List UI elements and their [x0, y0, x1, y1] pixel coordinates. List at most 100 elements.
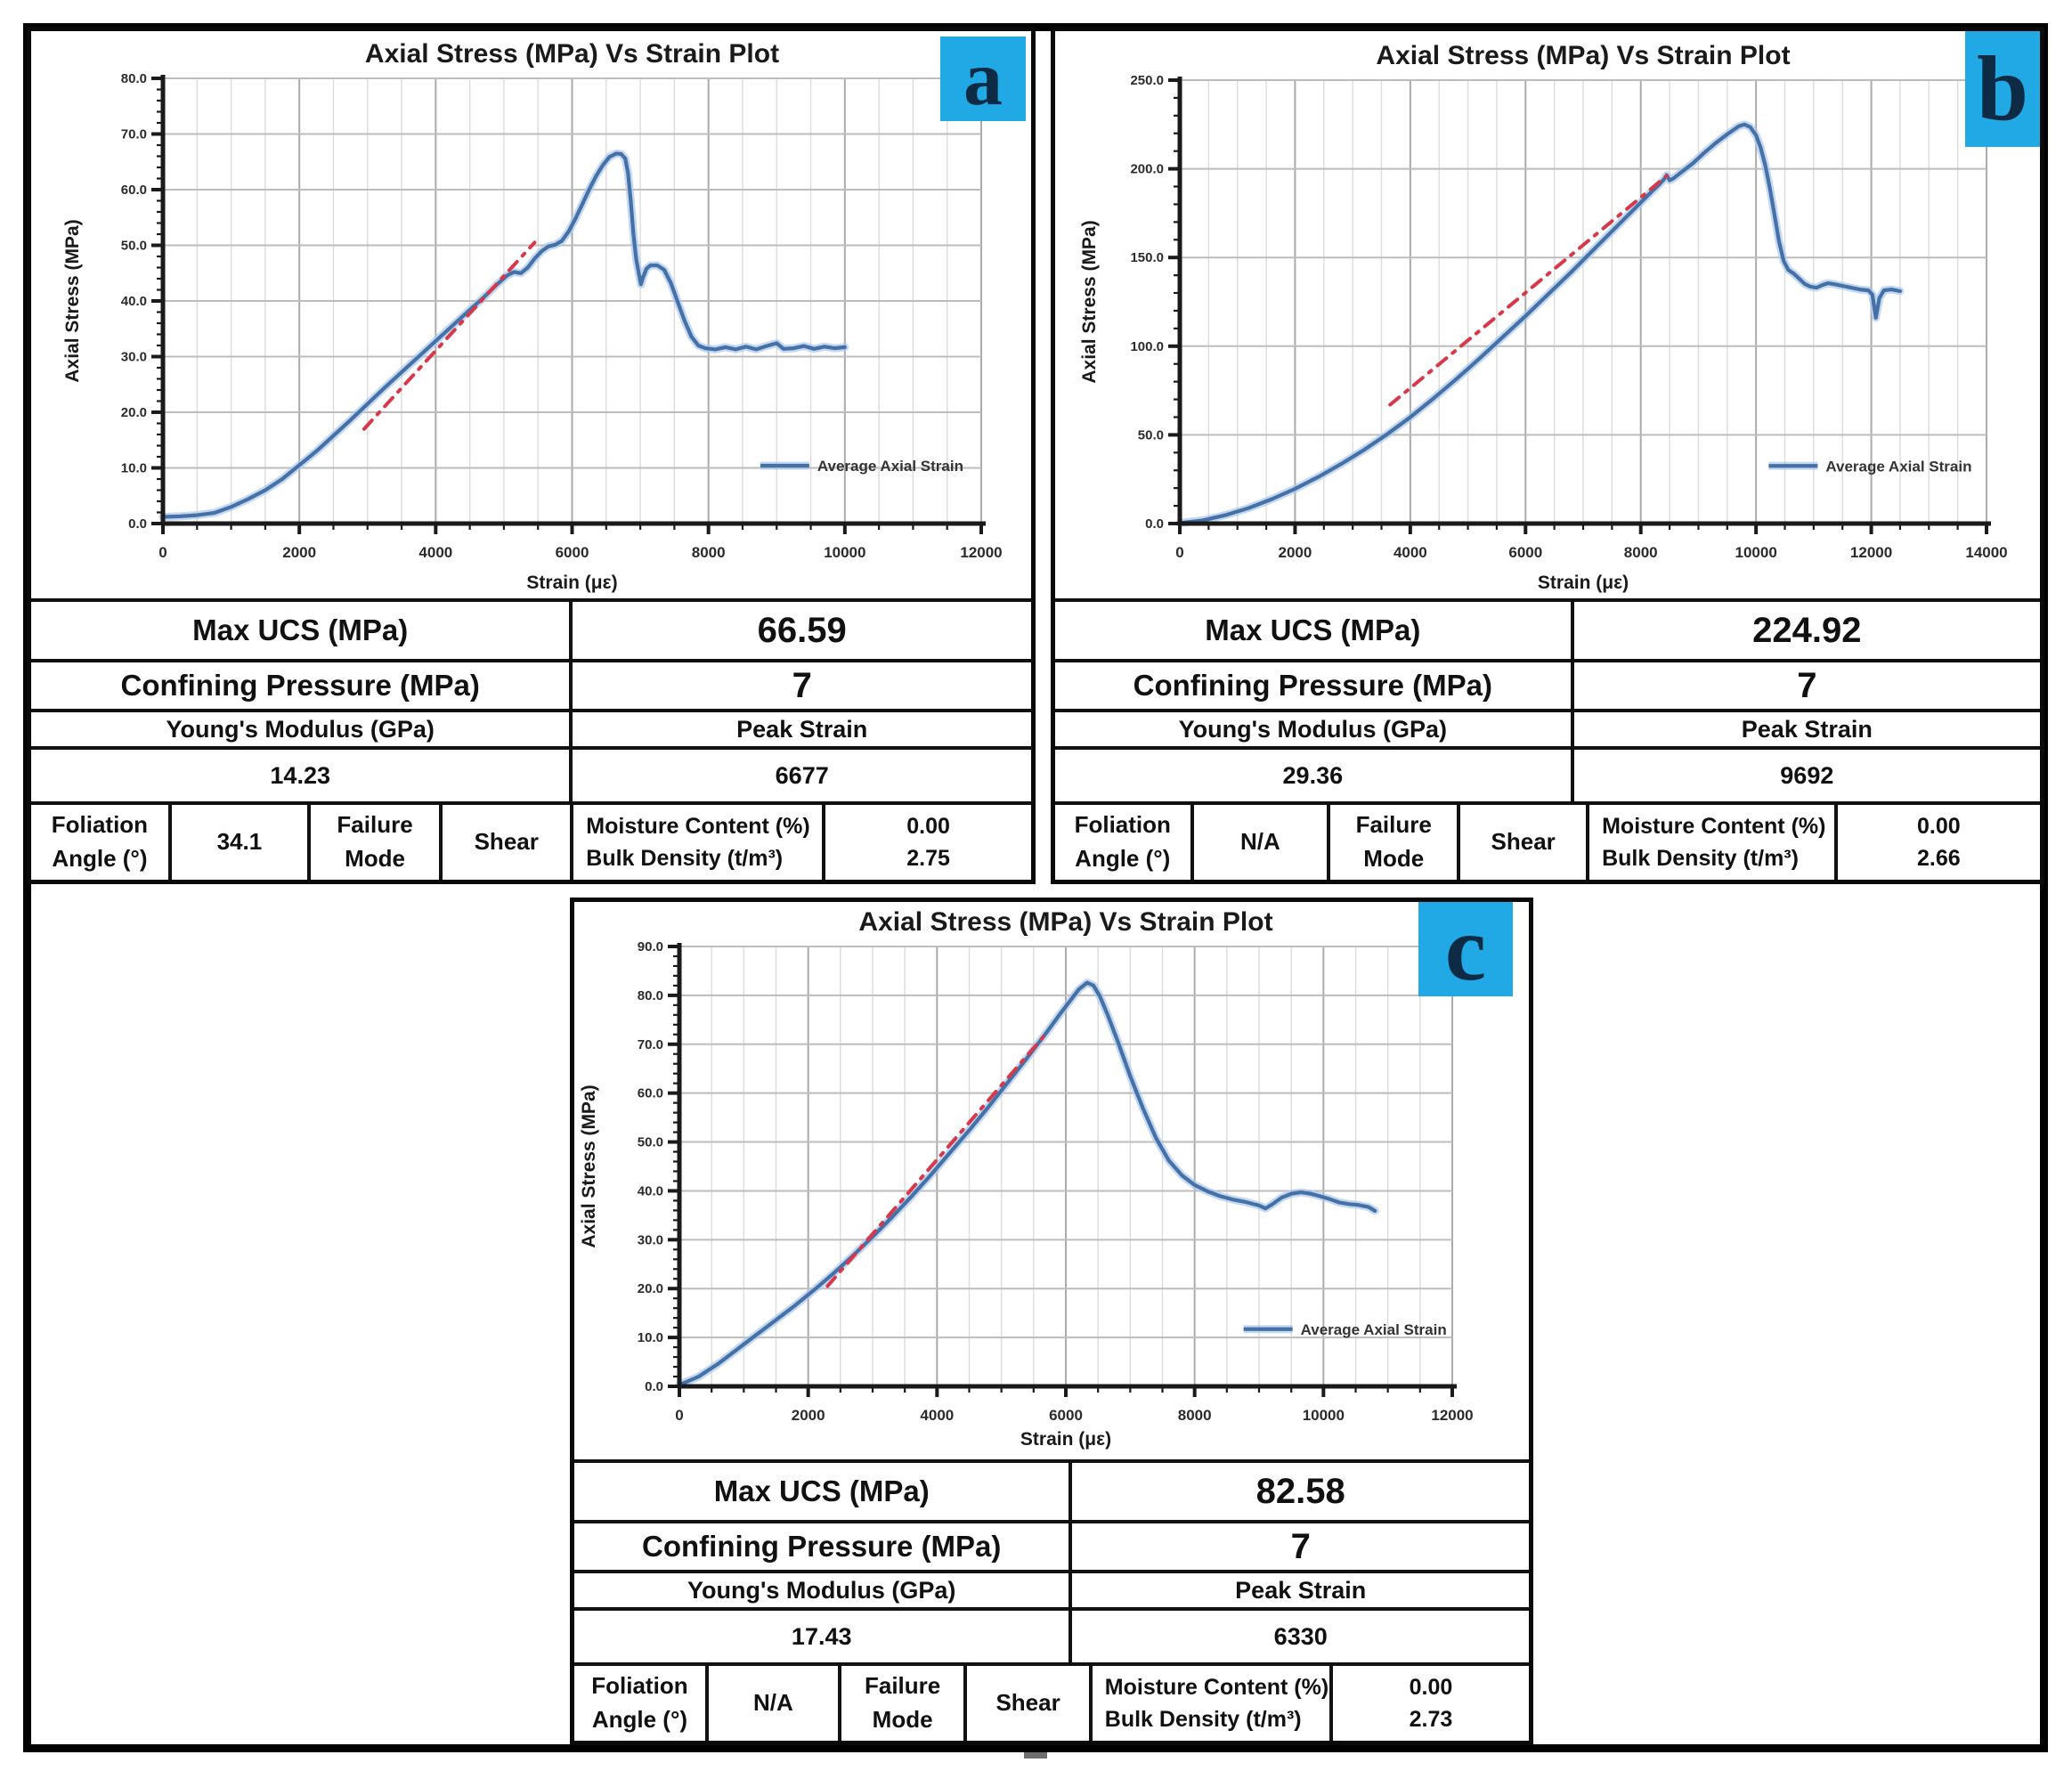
failure-mode-value: Shear	[439, 805, 570, 880]
svg-text:70.0: 70.0	[121, 127, 147, 142]
panel-c-label-box: c	[1418, 902, 1513, 996]
svg-text:70.0: 70.0	[638, 1037, 663, 1052]
svg-text:10.0: 10.0	[121, 461, 147, 476]
svg-text:60.0: 60.0	[638, 1086, 663, 1101]
foliation-angle-value: 34.1	[167, 805, 307, 880]
youngs-modulus-label: Young's Modulus (GPa)	[1055, 709, 1574, 750]
max-ucs-label: Max UCS (MPa)	[31, 602, 573, 662]
svg-text:Average Axial Strain: Average Axial Strain	[817, 458, 963, 475]
svg-text:2000: 2000	[282, 544, 316, 561]
svg-text:2000: 2000	[1279, 544, 1312, 561]
failure-mode-label: Failure Mode	[1327, 805, 1457, 880]
max-ucs-value: 82.58	[1069, 1463, 1529, 1523]
page-artifact-mark	[1024, 1752, 1047, 1759]
svg-text:0.0: 0.0	[645, 1379, 663, 1394]
failure-mode-label: Failure Mode	[837, 1666, 964, 1741]
results-table-a: Max UCS (MPa) 66.59 Confining Pressure (…	[31, 598, 1031, 880]
svg-text:80.0: 80.0	[121, 71, 147, 86]
svg-text:12000: 12000	[1850, 544, 1892, 561]
svg-text:50.0: 50.0	[1138, 427, 1164, 443]
svg-text:40.0: 40.0	[121, 294, 147, 309]
peak-strain-value: 6677	[569, 746, 1031, 805]
svg-text:30.0: 30.0	[638, 1232, 663, 1247]
svg-text:Strain (με): Strain (με)	[1538, 573, 1629, 593]
panel-a: 0.0 10.0 20.0 30.0 40.0 50.0 60.0 70.0 80.0 0 2000…	[27, 27, 1036, 884]
max-ucs-label: Max UCS (MPa)	[1055, 602, 1574, 662]
panel-b-letter: b	[1977, 37, 2028, 140]
results-table-c: Max UCS (MPa) 82.58 Confining Pressure (…	[574, 1459, 1529, 1741]
svg-text:0.0: 0.0	[128, 516, 147, 532]
svg-text:2000: 2000	[792, 1407, 825, 1424]
moisture-content-label: Moisture Content (%)	[586, 813, 810, 839]
svg-text:8000: 8000	[692, 544, 726, 561]
svg-text:Axial Stress (MPa) Vs Strain P: Axial Stress (MPa) Vs Strain Plot	[858, 907, 1272, 937]
svg-text:0.0: 0.0	[1145, 516, 1164, 532]
figure-border	[23, 23, 2048, 1752]
bulk-density-value: 2.66	[1917, 846, 1961, 871]
foliation-angle-label: Foliation Angle (°)	[591, 1672, 688, 1733]
failure-mode-label: Failure Mode	[306, 805, 439, 880]
failure-mode-value: Shear	[963, 1666, 1088, 1741]
failure-mode-value: Shear	[1457, 805, 1586, 880]
bulk-density-label: Bulk Density (t/m³)	[1602, 846, 1799, 871]
confining-pressure-value: 7	[1069, 1520, 1529, 1573]
svg-text:0: 0	[1175, 544, 1183, 561]
foliation-angle-label: Foliation Angle (°)	[1074, 811, 1171, 872]
svg-text:60.0: 60.0	[121, 183, 147, 198]
svg-text:12000: 12000	[1431, 1407, 1473, 1424]
svg-text:Axial Stress (MPa) Vs Strain P: Axial Stress (MPa) Vs Strain Plot	[1376, 41, 1790, 70]
svg-text:200.0: 200.0	[1130, 162, 1164, 177]
max-ucs-value: 66.59	[569, 602, 1031, 662]
stress-strain-chart-c: 0.0 10.0 20.0 30.0 40.0 50.0 60.0 70.0 80.0 90.0 0…	[574, 902, 1529, 1460]
svg-text:20.0: 20.0	[121, 405, 147, 420]
max-ucs-value: 224.92	[1570, 602, 2040, 662]
svg-text:10000: 10000	[824, 544, 865, 561]
chart-b-zone: 0.0 50.0 100.0 150.0 200.0 250.0 0 2000 4000 6000…	[1055, 31, 2040, 605]
svg-text:4000: 4000	[920, 1407, 954, 1424]
svg-text:20.0: 20.0	[638, 1281, 663, 1296]
confining-pressure-label: Confining Pressure (MPa)	[574, 1520, 1073, 1573]
peak-strain-label: Peak Strain	[1069, 1570, 1529, 1611]
panel-a-letter: a	[963, 35, 1003, 122]
max-ucs-label: Max UCS (MPa)	[574, 1463, 1073, 1523]
svg-text:40.0: 40.0	[638, 1183, 663, 1198]
svg-text:150.0: 150.0	[1130, 250, 1164, 265]
youngs-modulus-label: Young's Modulus (GPa)	[574, 1570, 1073, 1611]
svg-text:6000: 6000	[1049, 1407, 1083, 1424]
svg-text:6000: 6000	[1508, 544, 1542, 561]
foliation-angle-value: N/A	[1190, 805, 1328, 880]
confining-pressure-label: Confining Pressure (MPa)	[31, 659, 573, 712]
panel-c-letter: c	[1444, 898, 1487, 1000]
svg-text:50.0: 50.0	[638, 1135, 663, 1150]
bulk-density-label: Bulk Density (t/m³)	[586, 846, 784, 871]
stress-strain-chart-a: 0.0 10.0 20.0 30.0 40.0 50.0 60.0 70.0 80.0 0 2000…	[31, 31, 1031, 604]
svg-text:Average Axial Strain: Average Axial Strain	[1301, 1321, 1447, 1338]
bulk-density-value: 2.73	[1409, 1707, 1453, 1732]
svg-text:Average Axial Strain: Average Axial Strain	[1825, 458, 1971, 475]
youngs-modulus-value: 14.23	[31, 746, 573, 805]
results-table-b: Max UCS (MPa) 224.92 Confining Pressure …	[1055, 598, 2040, 880]
chart-a-zone: 0.0 10.0 20.0 30.0 40.0 50.0 60.0 70.0 80.0 0 2000…	[31, 31, 1031, 605]
svg-text:14000: 14000	[1965, 544, 2007, 561]
moisture-content-value: 0.00	[906, 813, 950, 839]
svg-text:10000: 10000	[1735, 544, 1777, 561]
svg-text:10.0: 10.0	[638, 1330, 663, 1345]
foliation-angle-label: Foliation Angle (°)	[51, 811, 149, 872]
stress-strain-chart-b: 0.0 50.0 100.0 150.0 200.0 250.0 0 2000 4000 6000…	[1055, 31, 2040, 604]
svg-text:90.0: 90.0	[638, 939, 663, 954]
chart-c-zone: 0.0 10.0 20.0 30.0 40.0 50.0 60.0 70.0 80.0 90.0 0…	[574, 902, 1529, 1460]
svg-text:12000: 12000	[960, 544, 1002, 561]
svg-text:100.0: 100.0	[1130, 339, 1164, 354]
svg-text:Axial Stress (MPa) Vs Strain P: Axial Stress (MPa) Vs Strain Plot	[365, 39, 779, 69]
confining-pressure-value: 7	[569, 659, 1031, 712]
svg-text:10000: 10000	[1303, 1407, 1345, 1424]
moisture-content-label: Moisture Content (%)	[1104, 1674, 1329, 1700]
foliation-angle-value: N/A	[704, 1666, 838, 1741]
panel-c: 0.0 10.0 20.0 30.0 40.0 50.0 60.0 70.0 80.0 90.0 0…	[570, 898, 1533, 1745]
confining-pressure-value: 7	[1570, 659, 2040, 712]
svg-text:4000: 4000	[418, 544, 452, 561]
moisture-content-value: 0.00	[1917, 813, 1961, 839]
peak-strain-value: 6330	[1069, 1607, 1529, 1666]
panel-b-label-box: b	[1965, 31, 2040, 147]
